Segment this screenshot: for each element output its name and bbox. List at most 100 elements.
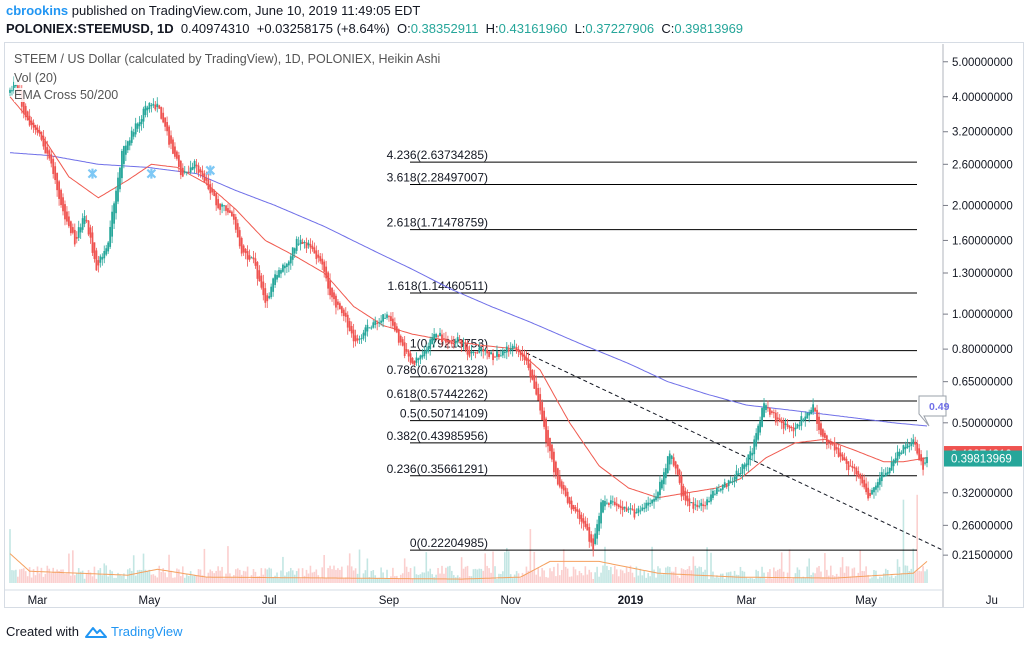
volume-bar <box>272 576 274 583</box>
candle-body <box>409 353 412 363</box>
volume-legend: Vol (20) <box>14 71 58 85</box>
candle-body <box>417 358 420 361</box>
candle <box>170 130 172 150</box>
candle <box>788 425 791 433</box>
tradingview-brand[interactable]: TradingView <box>110 624 183 639</box>
volume-bar <box>201 575 204 583</box>
volume-bar <box>560 569 563 583</box>
candle <box>900 450 903 455</box>
candle <box>888 467 891 476</box>
candle-body <box>319 256 322 262</box>
fib-level-label: 0.236(0.35661291) <box>387 462 488 476</box>
price-tick-label: 2.60000000 <box>952 159 1013 171</box>
candle <box>344 307 347 323</box>
volume-bar <box>58 570 60 583</box>
candle <box>89 224 92 244</box>
candle-body <box>814 408 816 412</box>
candle-body <box>229 210 231 213</box>
candle-body <box>694 504 697 506</box>
candle-body <box>156 103 159 108</box>
volume-bar <box>447 566 449 583</box>
candle <box>564 485 567 498</box>
volume-bar <box>798 569 801 583</box>
candle <box>73 223 76 247</box>
volume-bar <box>472 569 475 583</box>
volume-bar <box>183 577 186 583</box>
volume-bar <box>289 567 292 583</box>
candle-body <box>395 326 398 333</box>
candle <box>786 419 789 430</box>
candle-body <box>64 204 66 220</box>
candle-body <box>352 329 355 342</box>
candle <box>924 457 926 466</box>
candle-body <box>625 507 628 512</box>
candle <box>221 202 223 214</box>
candle <box>645 499 648 512</box>
candle-body <box>113 203 115 224</box>
candle <box>666 455 669 475</box>
username-link[interactable]: cbrookins <box>6 3 69 18</box>
ema200-line <box>9 152 928 427</box>
candle <box>376 320 379 331</box>
volume-bar <box>831 575 834 583</box>
volume-bar <box>600 572 602 583</box>
volume-bar <box>651 546 653 583</box>
volume-bar <box>802 576 805 583</box>
volume-bar <box>138 569 141 583</box>
candle <box>490 349 492 355</box>
candle-body <box>543 410 545 427</box>
candle <box>156 97 159 113</box>
candle <box>808 409 811 423</box>
candle <box>111 205 114 244</box>
candle-body <box>808 412 811 416</box>
volume-bar <box>350 566 353 583</box>
candle <box>276 270 278 283</box>
candle-body <box>918 448 921 461</box>
volume-bar <box>557 563 559 583</box>
candle-body <box>770 411 773 413</box>
candle <box>225 205 227 216</box>
candle-body <box>558 476 561 487</box>
volume-bar <box>68 553 70 583</box>
candle-body <box>910 442 913 446</box>
candle-body <box>782 421 785 429</box>
candle-body <box>289 256 292 264</box>
candle-body <box>582 518 585 524</box>
candle <box>611 495 614 506</box>
volume-bar <box>20 568 23 583</box>
candle <box>342 307 345 322</box>
volume-bar <box>486 565 488 583</box>
volume-bar <box>513 574 516 583</box>
candle <box>737 468 740 476</box>
candle <box>896 445 899 466</box>
candle-body <box>203 173 206 183</box>
candle-body <box>684 490 687 501</box>
candle-body <box>501 350 504 356</box>
candle <box>443 332 445 340</box>
candle-body <box>857 470 860 478</box>
volume-bar <box>413 566 416 583</box>
candle <box>232 208 235 225</box>
candle <box>861 473 864 488</box>
volume-bar <box>790 578 793 583</box>
created-with-text: Created with <box>6 624 79 639</box>
candle-body <box>649 502 652 505</box>
volume-bar <box>672 571 675 583</box>
volume-bar <box>580 573 583 583</box>
candle <box>354 329 357 347</box>
published-text: published on TradingView.com, June 10, 2… <box>68 3 421 18</box>
candle <box>867 481 869 501</box>
candle-body <box>183 171 186 173</box>
candle <box>810 407 813 415</box>
volume-bar <box>667 566 669 583</box>
candle <box>56 172 59 197</box>
candle-body <box>668 453 671 465</box>
candle <box>547 426 549 453</box>
candle-body <box>792 427 795 432</box>
candle <box>331 287 333 302</box>
candle <box>503 349 506 359</box>
candle <box>254 252 257 269</box>
volume-bar <box>451 570 453 583</box>
volume-bar <box>894 575 897 583</box>
